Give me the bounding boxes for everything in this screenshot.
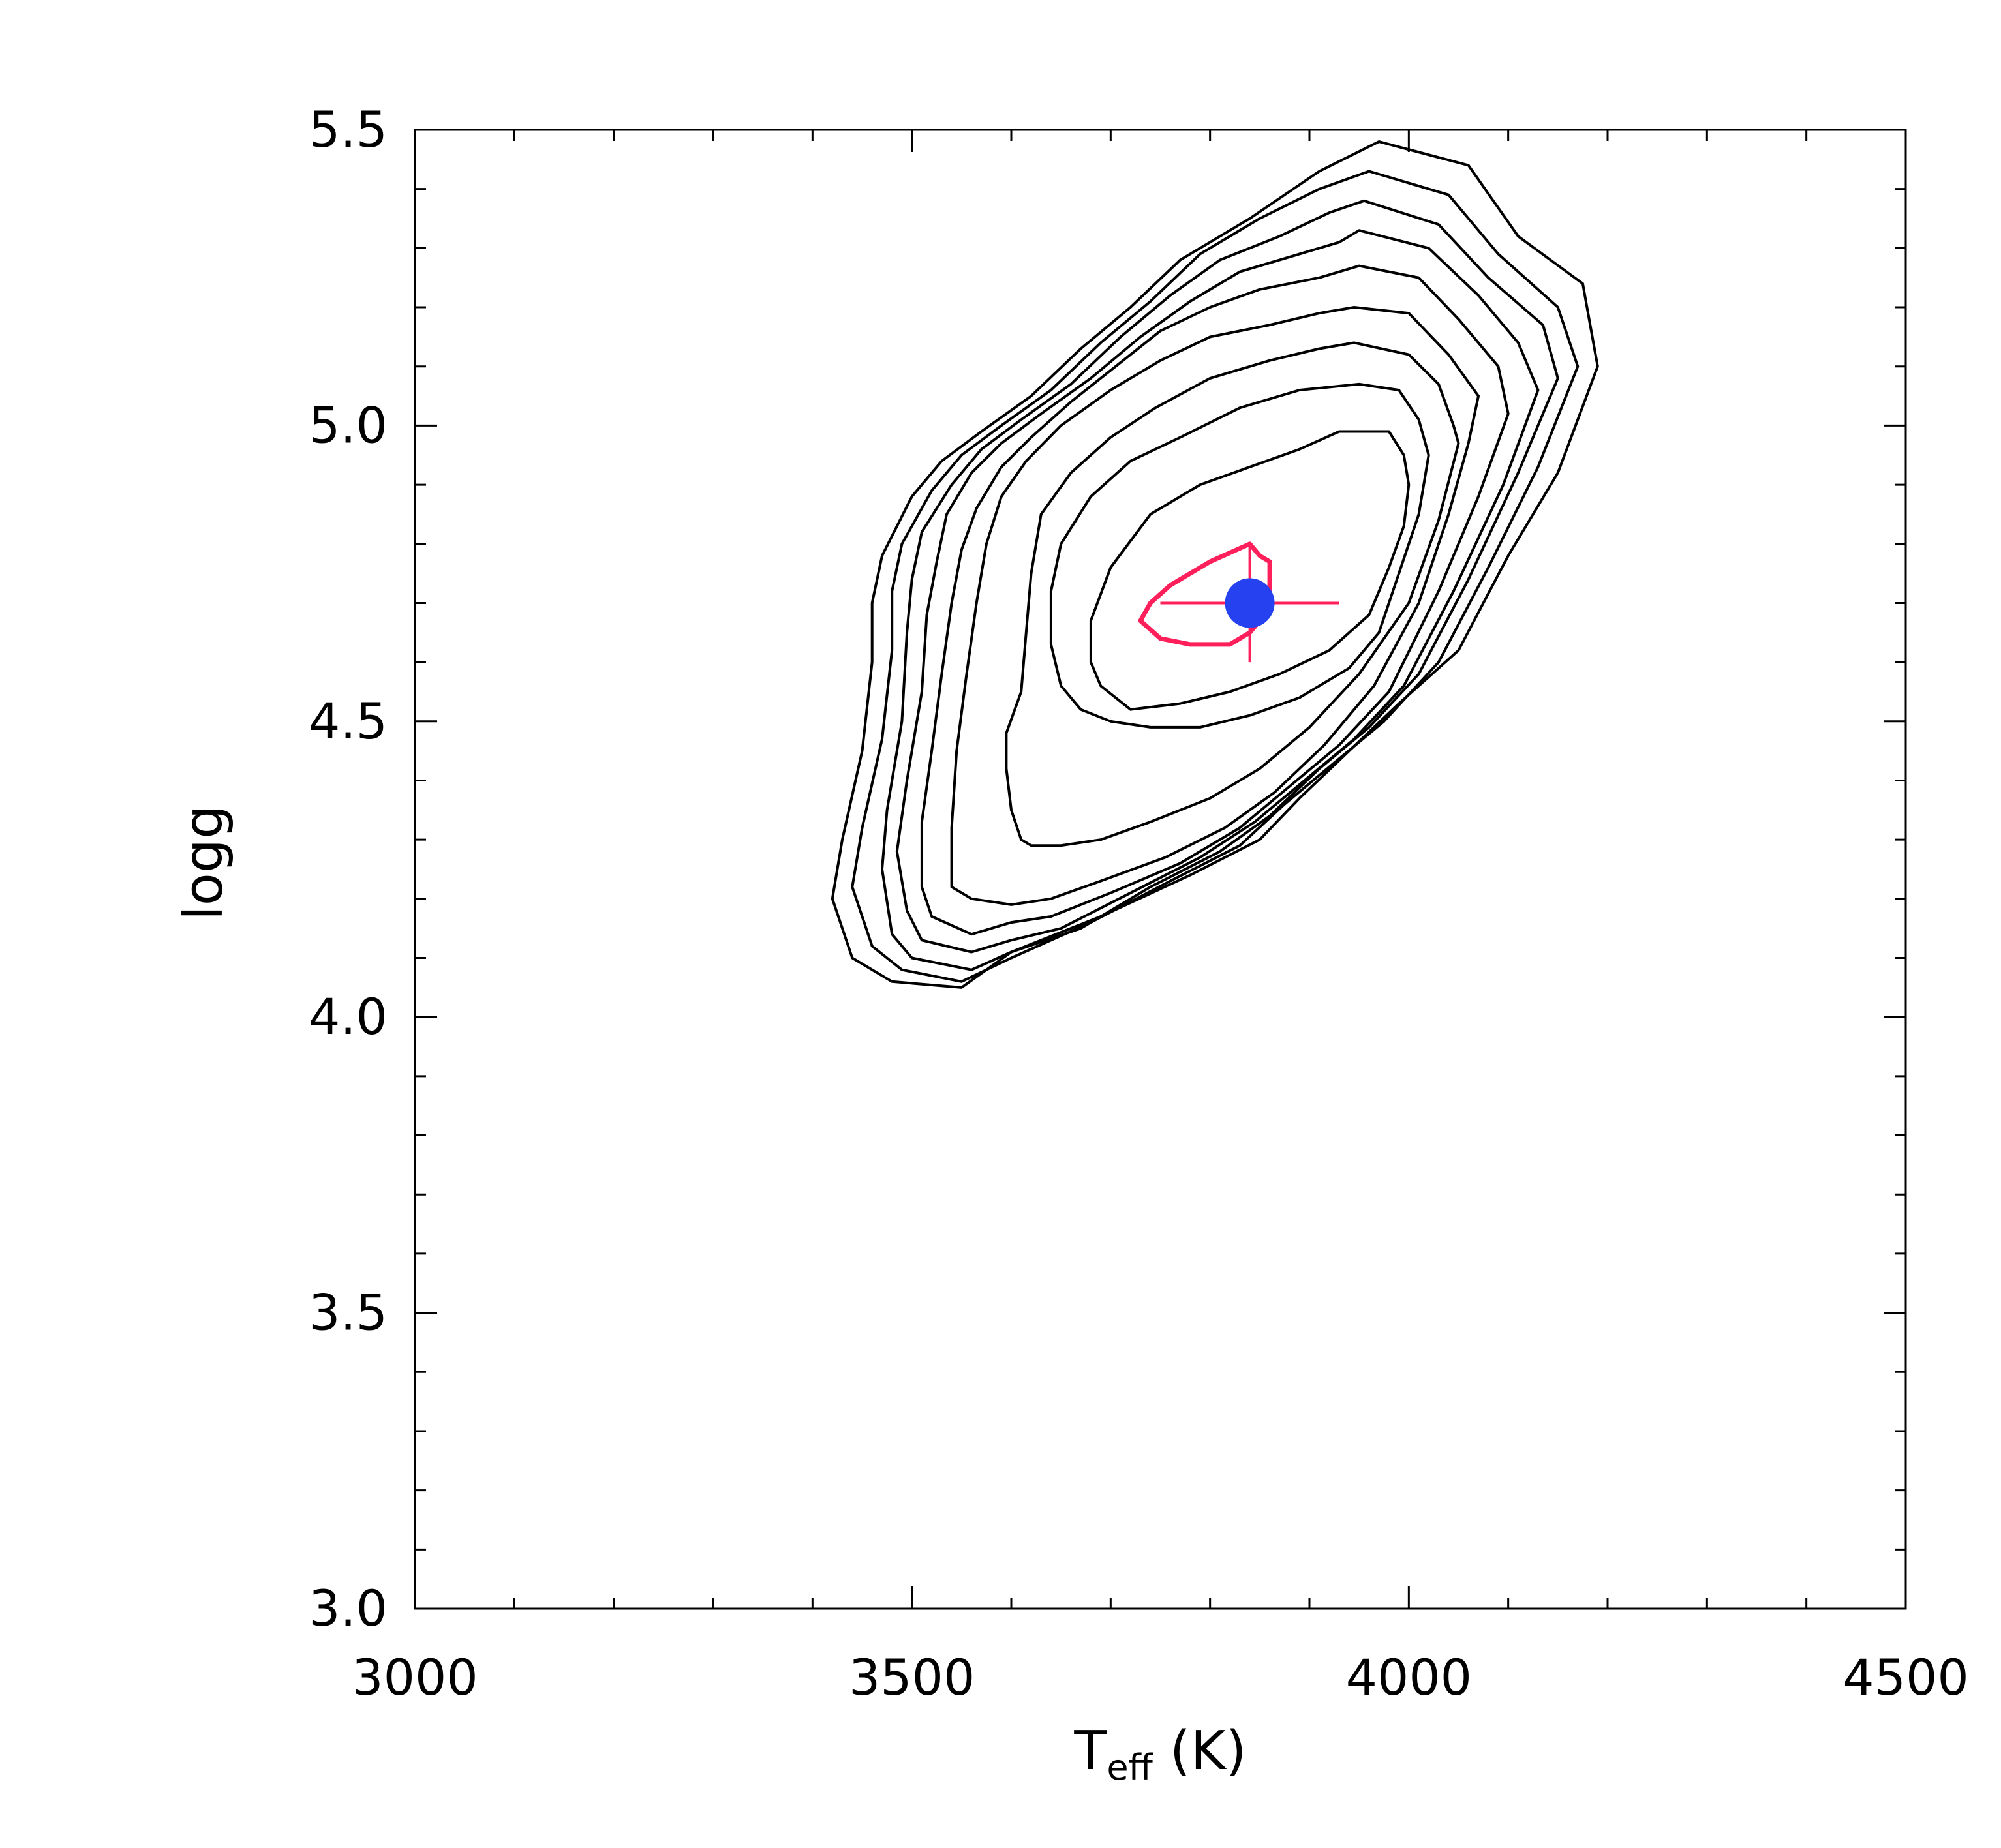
contour-level-3 xyxy=(881,199,1559,971)
contour-level-1 xyxy=(831,140,1599,989)
y-tick-label: 5.0 xyxy=(309,396,388,454)
x-axis-title-sub: eff xyxy=(1107,1747,1153,1788)
x-tick-label: 3500 xyxy=(849,1648,975,1706)
y-tick-label: 5.5 xyxy=(309,100,388,159)
ticks-layer xyxy=(414,129,1907,1610)
contour-level-4 xyxy=(895,229,1540,954)
x-tick-label: 4000 xyxy=(1346,1648,1472,1706)
best-fit-point xyxy=(1225,578,1275,628)
contour-level-8 xyxy=(1049,382,1430,729)
contour-level-6 xyxy=(950,306,1480,906)
y-axis-title: logg xyxy=(173,805,235,920)
contours-layer xyxy=(831,140,1599,989)
y-tick-label: 3.0 xyxy=(309,1579,388,1637)
contour-level-7 xyxy=(1005,341,1460,847)
best-fit-layer xyxy=(1138,541,1339,663)
contour-level-5 xyxy=(920,264,1510,936)
contour-level-9 xyxy=(1089,430,1411,711)
x-tick-label: 3000 xyxy=(352,1648,478,1706)
x-axis-title-rest: (K) xyxy=(1153,1720,1247,1782)
y-tick-label: 4.0 xyxy=(309,988,388,1046)
x-axis-title: Teff (K) xyxy=(1073,1720,1246,1788)
contour-level-2 xyxy=(851,170,1580,983)
y-tick-label: 4.5 xyxy=(309,692,388,750)
best-contour xyxy=(1138,541,1272,647)
x-axis-title-main: T xyxy=(1073,1720,1107,1782)
x-tick-label: 4500 xyxy=(1842,1648,1968,1706)
tick-labels-layer: 3000 3500 4000 4500 3.0 3.5 4.0 4.5 5.0 5.5 xyxy=(309,100,1969,1706)
y-tick-label: 3.5 xyxy=(309,1284,388,1342)
plot-frame xyxy=(414,129,1907,1610)
